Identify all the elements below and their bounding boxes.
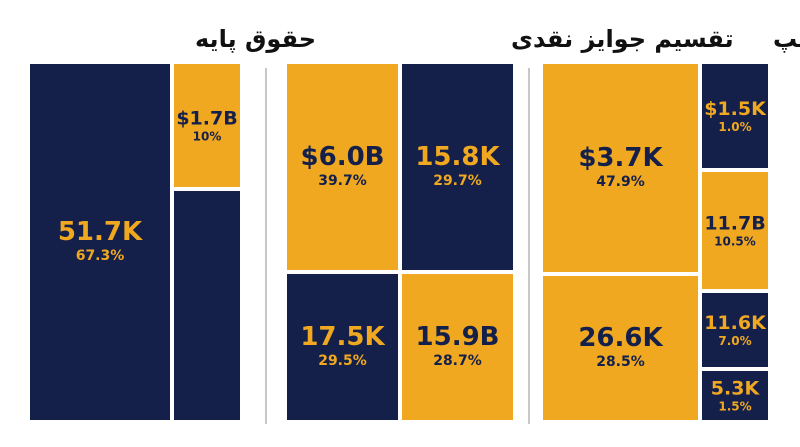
treemap-cell [287,274,398,420]
treemap-cell [402,274,513,420]
treemap-cell [174,191,240,420]
cell-value-label: 51.7K [58,217,143,247]
cell-value-label: 26.6K [578,323,663,353]
panel-title: استریم/اسپانسرشیپ [773,25,800,53]
cell-percent-label: 29.7% [433,173,482,189]
cell-percent-label: 1.5% [718,400,751,414]
cell-value-label: 15.9B [416,322,500,352]
cell-percent-label: 47.9% [596,174,645,190]
cell-value-label: 11.6K [704,312,767,334]
treemap-cell [543,276,698,420]
cell-value-label: $6.0B [301,142,385,172]
cell-percent-label: 1.0% [718,120,751,134]
cell-percent-label: 7.0% [718,334,751,348]
treemap-cell [702,371,768,420]
cell-percent-label: 39.7% [318,173,367,189]
treemap-cell [287,64,398,270]
treemap-cell [702,172,768,289]
cell-value-label: 11.7B [704,213,765,235]
panel-title: حقوق پایه [195,25,316,53]
cell-percent-label: 10% [193,130,222,144]
treemap-cell [30,64,170,420]
treemap-cell [174,64,240,187]
cell-percent-label: 28.5% [596,354,645,370]
cell-value-label: $1.7B [176,108,237,130]
cell-value-label: $3.7K [578,143,663,173]
cell-percent-label: 67.3% [76,248,125,264]
treemap-cell [702,64,768,168]
treemap-cell [702,293,768,367]
cell-percent-label: 28.7% [433,353,482,369]
cell-percent-label: 29.5% [318,353,367,369]
cell-value-label: 5.3K [711,378,761,400]
cell-percent-label: 10.5% [714,235,756,249]
panel-title: تقسیم جوایز نقدی [511,25,734,53]
treemap-cell [543,64,698,272]
cell-value-label: 17.5K [300,322,385,352]
cell-value-label: 15.8K [415,142,500,172]
treemap-cell [402,64,513,270]
cell-value-label: $1.5K [704,98,767,120]
